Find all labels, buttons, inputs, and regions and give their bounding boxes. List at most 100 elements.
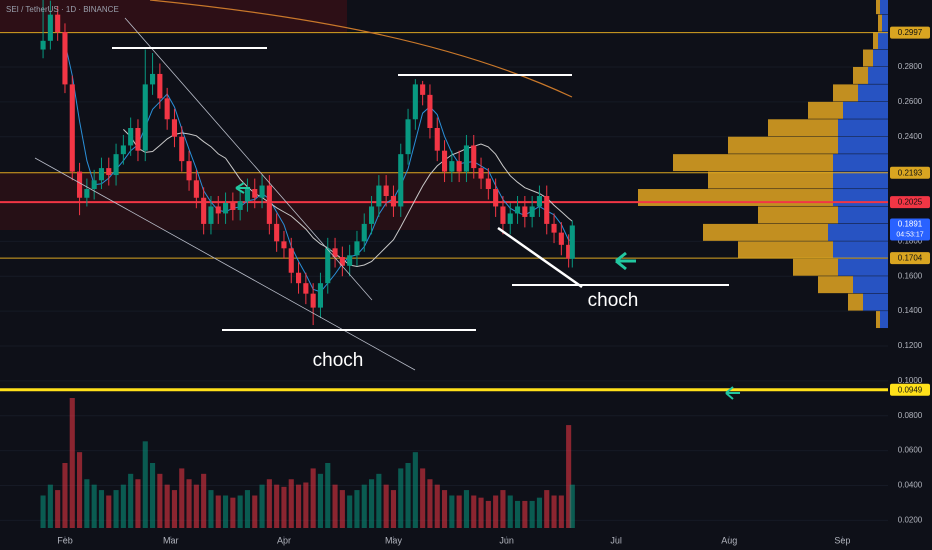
level-badge [890, 252, 930, 265]
candle-body [325, 248, 331, 284]
profile-bar [863, 293, 888, 311]
volume-bar [471, 495, 477, 528]
volume-bar [288, 479, 294, 528]
volume-bar [47, 484, 53, 528]
level-badge [890, 383, 930, 396]
volume-bar [569, 484, 575, 528]
candle-body [569, 225, 575, 259]
candle-body [164, 98, 170, 120]
candle-body [500, 206, 506, 224]
y-tick-label: 0.0400 [898, 481, 923, 490]
price-axis [888, 0, 932, 550]
volume-bar [354, 490, 360, 528]
candle-body [522, 206, 528, 217]
y-tick-label: 0.0200 [898, 515, 923, 524]
profile-bar [878, 14, 882, 32]
arrow [615, 251, 636, 271]
candle-body [427, 94, 433, 128]
volume-bar [522, 500, 528, 528]
candle-body [493, 189, 499, 207]
volume-bar [259, 484, 265, 528]
candle-body [55, 14, 61, 33]
candle-body [237, 201, 243, 210]
candle-body [120, 145, 126, 155]
volume-bar [142, 441, 148, 528]
volume-bar [201, 473, 207, 528]
candle-body [361, 223, 367, 242]
candle-body [485, 178, 491, 190]
volume-bar [252, 495, 258, 528]
profile-bar [703, 223, 828, 241]
volume-bar [179, 468, 185, 528]
profile-bar [838, 136, 888, 154]
profile-bar [853, 66, 868, 84]
candle-body [544, 196, 550, 224]
volume-bar [164, 484, 170, 528]
y-tick-label: 0.1800 [898, 236, 923, 245]
profile-bar [833, 171, 888, 189]
volume-bar [493, 495, 499, 528]
candle-body [317, 283, 324, 308]
candle-body [529, 206, 535, 217]
candle-body [441, 150, 448, 172]
level-label: 0.0949 [898, 385, 923, 394]
axis-layer: 0.2800 0.2600 0.2400 0.1800 0.1600 0.1400 0.12… [57, 26, 930, 545]
last-price-badge [890, 218, 930, 241]
volume-bar [412, 452, 418, 528]
volume-bar [339, 490, 345, 528]
candle-body [142, 84, 148, 151]
candle-body [310, 293, 316, 308]
candle-body [266, 185, 272, 224]
candle-body [215, 206, 221, 214]
arrow [235, 182, 250, 194]
volume-bar [398, 468, 404, 528]
candle-body [354, 241, 360, 256]
x-tick-label: Aug [721, 535, 737, 545]
volume-bar [566, 425, 572, 528]
profile-bar [833, 241, 888, 259]
candle-body [179, 136, 185, 162]
volume-bar [223, 495, 229, 528]
candle-body [230, 202, 236, 210]
volume-bar [325, 463, 331, 528]
candle-body [514, 206, 521, 214]
candle-body [106, 168, 112, 176]
candle-body [551, 223, 557, 233]
volume-bar [128, 473, 134, 528]
volume-bar [456, 495, 462, 528]
candle-body [69, 84, 75, 172]
candle-body [507, 213, 513, 224]
volume-bar [237, 495, 243, 528]
candle-body [84, 189, 90, 198]
candle-body [135, 127, 141, 151]
candle-body [186, 161, 192, 181]
volume-bar [361, 484, 367, 528]
volume-bar [332, 484, 338, 528]
volume-bar [244, 490, 251, 528]
volume-bar [427, 479, 433, 528]
candle-body [296, 272, 302, 284]
candle-body [376, 185, 382, 207]
volume-bar [449, 495, 455, 528]
volume-bar [514, 500, 521, 528]
profile-bar [838, 119, 888, 137]
profile-bar [738, 241, 833, 259]
candle-body [113, 154, 119, 176]
volume-bar [478, 497, 484, 528]
volume-bar [463, 490, 470, 528]
volume-bar [230, 497, 236, 528]
profile-bar [758, 206, 838, 224]
profile-bar [876, 0, 880, 15]
y-tick-label: 0.0600 [898, 446, 923, 455]
candle-body [288, 248, 294, 273]
volume-bar [536, 497, 542, 528]
candle-body [40, 40, 46, 50]
volume-bar [529, 500, 535, 528]
profile-bar [868, 66, 888, 84]
volume-bar [347, 495, 353, 528]
profile-bar [833, 154, 888, 172]
profile-bar [880, 311, 888, 329]
candle-body [434, 127, 440, 151]
